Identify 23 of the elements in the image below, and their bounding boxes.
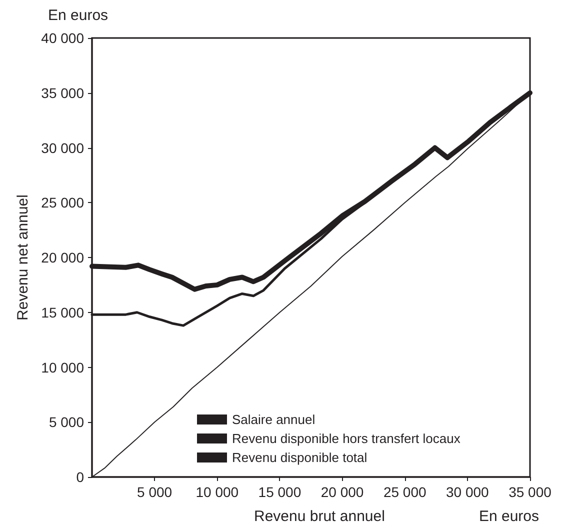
y-axis-title: Revenu net annuel bbox=[14, 194, 32, 320]
x-tick-label: 25 000 bbox=[383, 484, 426, 500]
x-tick-label: 5 000 bbox=[137, 484, 172, 500]
y-tick-label: 40 000 bbox=[41, 30, 84, 46]
y-tick-label: 30 000 bbox=[41, 140, 84, 156]
y-tick-label: 5 000 bbox=[48, 414, 84, 430]
x-tick-label: 15 000 bbox=[258, 484, 302, 500]
x-axis-title: Revenu brut annuel bbox=[254, 508, 385, 525]
text: En euros bbox=[478, 508, 540, 525]
legend-label: Revenu disponible hors transfert locaux bbox=[232, 431, 461, 446]
y-tick-label: 15 000 bbox=[41, 304, 84, 320]
legend-label: Revenu disponible total bbox=[232, 450, 368, 465]
y-tick-label: 0 bbox=[76, 469, 84, 485]
x-tick-label: 10 000 bbox=[196, 484, 239, 500]
text: En euros bbox=[48, 7, 108, 24]
y-tick-label: 10 000 bbox=[41, 359, 84, 376]
y-tick-label: 25 000 bbox=[41, 194, 84, 211]
x-tick-label: 20 000 bbox=[320, 484, 364, 500]
x-tick-label: 35 000 bbox=[508, 484, 552, 500]
legend-label: Salaire annuel bbox=[232, 412, 316, 427]
y-tick-label: 20 000 bbox=[41, 250, 84, 266]
x-tick-label: 30 000 bbox=[446, 484, 490, 500]
y-tick-label: 35 000 bbox=[41, 84, 84, 101]
